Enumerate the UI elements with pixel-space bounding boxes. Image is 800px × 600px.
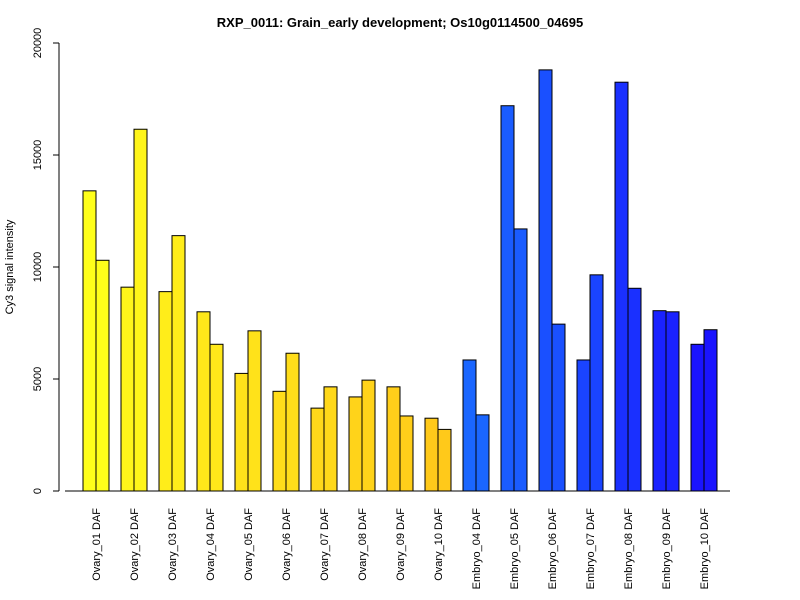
bar [475, 414, 490, 492]
bar [234, 372, 249, 492]
bar [652, 310, 667, 492]
bar [196, 311, 211, 492]
bar [82, 190, 97, 492]
bar [399, 415, 414, 492]
bar [462, 359, 477, 492]
y-tick-label: 15000 [32, 140, 44, 171]
bar [437, 428, 452, 492]
x-tick-label: Embryo_07 DAF [585, 508, 597, 590]
x-tick-label: Embryo_08 DAF [623, 508, 635, 590]
bar [614, 81, 629, 492]
x-tick-label: Ovary_05 DAF [243, 508, 255, 581]
bar [589, 274, 604, 492]
x-tick-label: Ovary_06 DAF [281, 508, 293, 581]
bar [171, 235, 186, 492]
bar [576, 359, 591, 492]
bar [272, 390, 287, 492]
bar [386, 386, 401, 492]
bar [361, 379, 376, 492]
bar [133, 128, 148, 492]
bar [285, 352, 300, 492]
bar [665, 311, 680, 492]
bar [247, 330, 262, 492]
bar [627, 287, 642, 492]
plot-area: 0 5000 10000 15000 20000 Ovary_01 DAF Ovary_02… [32, 28, 730, 590]
x-tick-label: Ovary_08 DAF [357, 508, 369, 581]
y-axis-label: Cy3 signal intensity [4, 219, 16, 314]
bar [158, 291, 173, 492]
bar [538, 69, 553, 492]
bar [95, 259, 110, 492]
y-tick-label: 5000 [32, 367, 44, 391]
x-tick-label: Embryo_09 DAF [661, 508, 673, 590]
x-tick-label: Ovary_09 DAF [395, 508, 407, 581]
y-tick-label: 20000 [32, 28, 44, 59]
bar [690, 343, 705, 492]
bar [323, 386, 338, 492]
bar [513, 228, 528, 492]
y-tick-label: 10000 [32, 252, 44, 283]
x-tick-label: Embryo_05 DAF [509, 508, 521, 590]
x-tick-label: Ovary_04 DAF [205, 508, 217, 581]
x-tick-label: Ovary_03 DAF [167, 508, 179, 581]
chart-title: RXP_0011: Grain_early development; Os10g… [217, 15, 583, 30]
x-tick-label: Embryo_10 DAF [699, 508, 711, 590]
bar [310, 407, 325, 492]
bar [703, 329, 718, 492]
x-tick-label: Ovary_07 DAF [319, 508, 331, 581]
bar [551, 323, 566, 492]
bar [424, 417, 439, 492]
x-tick-label: Ovary_01 DAF [91, 508, 103, 581]
x-tick-label: Embryo_04 DAF [471, 508, 483, 590]
bar [500, 105, 515, 492]
bar [120, 286, 135, 492]
x-tick-label: Ovary_02 DAF [129, 508, 141, 581]
x-tick-label: Embryo_06 DAF [547, 508, 559, 590]
bar [209, 343, 224, 492]
x-tick-label: Ovary_10 DAF [433, 508, 445, 581]
y-tick-label: 0 [32, 488, 44, 494]
bar [348, 396, 363, 492]
